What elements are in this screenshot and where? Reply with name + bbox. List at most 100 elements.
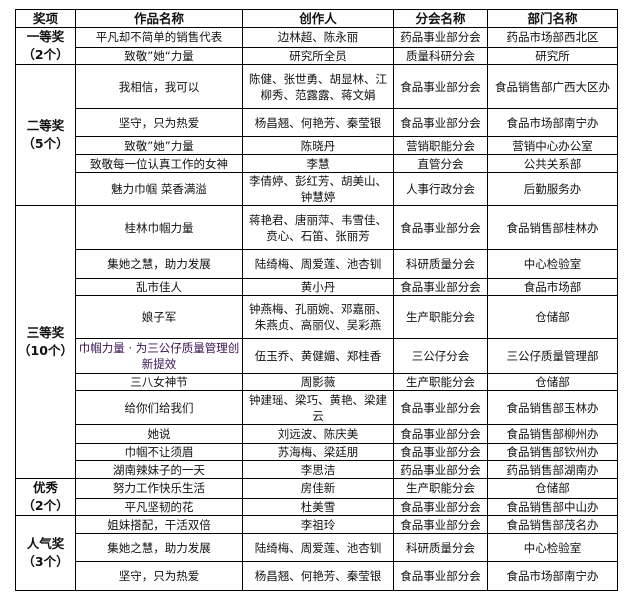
table-row: 致敬”她”力量 陈晓丹 营销职能分会 营销中心办公室 bbox=[16, 136, 618, 155]
work-name-cell: 我相信，我可以 bbox=[75, 64, 243, 109]
table-row: 平凡坚韧的花 杜美雪 食品事业部分会 食品销售部中山办 bbox=[16, 497, 618, 517]
work-name-cell: 集她之慧，助力发展 bbox=[75, 533, 243, 562]
department-cell: 仓储部 bbox=[487, 478, 618, 499]
branch-cell: 直管分会 bbox=[393, 154, 488, 173]
branch-cell: 药品事业部分会 bbox=[393, 460, 488, 479]
branch-cell: 生产职能分会 bbox=[393, 373, 488, 391]
creator-cell: 边林超、陈永丽 bbox=[242, 27, 394, 48]
award-label: 二等奖 bbox=[26, 118, 65, 133]
branch-cell: 食品事业部分会 bbox=[393, 278, 488, 296]
creator-cell: 陈健、张世勇、胡显林、江柳秀、范露露、蒋文娟 bbox=[242, 64, 394, 109]
header-award: 奖项 bbox=[15, 9, 76, 28]
branch-cell: 食品事业部分会 bbox=[393, 64, 488, 109]
award-cell: 三等奖 （10个） bbox=[15, 205, 76, 479]
work-name-cell: 给你们给我们 bbox=[75, 390, 243, 425]
branch-cell: 食品事业部分会 bbox=[393, 205, 488, 250]
creator-cell: 钟建瑶、梁巧、黄艳、梁建云 bbox=[242, 390, 394, 425]
table-row: 坚守，只为热爱 杨昌翘、何艳芳、秦莹银 食品事业部分会 食品市场部南宁办 bbox=[16, 108, 618, 137]
table-row: 给你们给我们 钟建瑶、梁巧、黄艳、梁建云 食品事业部分会 食品销售部玉林办 bbox=[16, 390, 618, 425]
award-count: （10个） bbox=[18, 343, 73, 358]
department-cell: 营销中心办公室 bbox=[487, 136, 618, 155]
department-cell: 食品市场部南宁办 bbox=[487, 561, 618, 591]
department-cell: 食品销售部柳州办 bbox=[487, 424, 618, 444]
department-cell: 食品市场部南宁办 bbox=[487, 108, 618, 137]
work-name-cell: 致敬每一位认真工作的女神 bbox=[75, 154, 243, 173]
work-name-cell: 她说 bbox=[75, 424, 243, 444]
work-name-cell: 致敬”她”力量 bbox=[75, 136, 243, 155]
branch-cell: 食品事业部分会 bbox=[393, 390, 488, 425]
creator-cell: 陆绮梅、周爱莲、池杏钏 bbox=[242, 533, 394, 562]
award-label: 优秀 bbox=[32, 480, 58, 495]
work-name-cell: 平凡却不简单的销售代表 bbox=[75, 27, 243, 48]
branch-cell: 食品事业部分会 bbox=[393, 561, 488, 591]
table-row: 她说 刘远波、陈庆美 食品事业部分会 食品销售部柳州办 bbox=[16, 424, 618, 444]
award-count: （2个） bbox=[22, 498, 69, 513]
creator-cell: 李慧 bbox=[242, 154, 394, 173]
header-work-name: 作品名称 bbox=[75, 9, 243, 28]
header-row: 奖项 作品名称 创作人 分会名称 部门名称 bbox=[15, 9, 618, 28]
work-name-cell: 巾帼不让须眉 bbox=[75, 443, 243, 461]
creator-cell: 杜美雪 bbox=[242, 497, 394, 517]
table-row: 魅力巾帼 菜香满溢 李倩婷、彭红芳、胡美山、钟慧婷 人事行政分会 后勤服务办 bbox=[16, 172, 618, 206]
award-label: 人气奖 bbox=[26, 536, 65, 551]
creator-cell: 伍玉乔、黄健媚、郑桂香 bbox=[242, 338, 394, 374]
creator-cell: 黄小丹 bbox=[242, 278, 394, 296]
creator-cell: 陈晓丹 bbox=[242, 136, 394, 155]
header-creator: 创作人 bbox=[242, 9, 394, 28]
award-cell: 二等奖 （5个） bbox=[15, 64, 76, 206]
department-cell: 中心检验室 bbox=[487, 249, 618, 279]
creator-cell: 周影薇 bbox=[242, 373, 394, 391]
award-count: （2个） bbox=[22, 47, 69, 62]
branch-cell: 食品事业部分会 bbox=[393, 497, 488, 517]
branch-cell: 生产职能分会 bbox=[393, 478, 488, 499]
creator-cell: 刘远波、陈庆美 bbox=[242, 424, 394, 444]
creator-cell: 苏海梅、梁廷朋 bbox=[242, 443, 394, 461]
creator-cell: 研究所全员 bbox=[242, 46, 394, 66]
creator-cell: 李祖玲 bbox=[242, 515, 394, 534]
creator-cell: 杨昌翘、何艳芳、秦莹银 bbox=[242, 108, 394, 137]
department-cell: 食品市场部 bbox=[487, 278, 618, 296]
award-table: 奖项 作品名称 创作人 分会名称 部门名称 一等奖 （2个） 平凡却不简单的销售代表… bbox=[15, 9, 618, 591]
table-row: 三八女神节 周影薇 生产职能分会 仓储部 bbox=[16, 373, 618, 391]
department-cell: 食品销售部桂林办 bbox=[487, 205, 618, 250]
department-cell: 药品销售部湖南办 bbox=[487, 460, 618, 479]
branch-cell: 食品事业部分会 bbox=[393, 108, 488, 137]
work-name-cell: 巾帼力量 · 为三公仔质量管理创新提效 bbox=[75, 338, 243, 374]
branch-cell: 营销职能分会 bbox=[393, 136, 488, 155]
branch-cell: 人事行政分会 bbox=[393, 172, 488, 206]
table-row: 优秀 （2个） 努力工作快乐生活 房佳新 生产职能分会 仓储部 bbox=[15, 478, 618, 516]
branch-cell: 科研质量分会 bbox=[393, 249, 488, 279]
work-name-cell: 湖南辣妹子的一天 bbox=[75, 460, 243, 479]
department-cell: 中心检验室 bbox=[487, 533, 618, 562]
department-cell: 食品销售部茂名办 bbox=[487, 515, 618, 534]
table-row: 娘子军 钟燕梅、孔丽婉、邓嘉丽、朱燕贞、高丽仪、吴彩燕 生产职能分会 仓储部 bbox=[16, 295, 618, 339]
work-name-cell: 桂林巾帼力量 bbox=[75, 205, 243, 250]
award-label: 一等奖 bbox=[26, 29, 65, 44]
branch-cell: 药品事业部分会 bbox=[393, 27, 488, 48]
creator-cell: 蒋艳君、唐丽萍、韦雪佳、贲心、石笛、张丽芳 bbox=[242, 205, 394, 250]
table-row: 湖南辣妹子的一天 李思洁 药品事业部分会 药品销售部湖南办 bbox=[16, 460, 618, 479]
work-name-cell: 姐妹搭配，干活双倍 bbox=[75, 515, 243, 534]
department-cell: 药品市场部西北区 bbox=[487, 27, 618, 48]
work-name-cell: 集她之慧，助力发展 bbox=[75, 249, 243, 279]
department-cell: 公共关系部 bbox=[487, 154, 618, 173]
work-name-cell: 平凡坚韧的花 bbox=[75, 497, 243, 517]
table-row: 人气奖 （3个） 姐妹搭配，干活双倍 李祖玲 食品事业部分会 食品销售部茂名办 bbox=[15, 515, 618, 591]
work-name-cell: 魅力巾帼 菜香满溢 bbox=[75, 172, 243, 206]
creator-cell: 房佳新 bbox=[242, 478, 394, 499]
table-row: 致敬”她“力量 研究所全员 质量科研分会 研究所 bbox=[16, 46, 618, 66]
branch-cell: 三公仔分会 bbox=[393, 338, 488, 374]
table-row: 乱市佳人 黄小丹 食品事业部分会 食品市场部 bbox=[16, 278, 618, 296]
department-cell: 研究所 bbox=[487, 46, 618, 66]
table-row: 二等奖 （5个） 我相信，我可以 陈健、张世勇、胡显林、江柳秀、范露露、蒋文娟 食品事业… bbox=[15, 64, 618, 206]
branch-cell: 食品事业部分会 bbox=[393, 443, 488, 461]
department-cell: 后勤服务办 bbox=[487, 172, 618, 206]
department-cell: 三公仔质量管理部 bbox=[487, 338, 618, 374]
creator-cell: 李倩婷、彭红芳、胡美山、钟慧婷 bbox=[242, 172, 394, 206]
award-cell: 一等奖 （2个） bbox=[15, 27, 76, 65]
creator-cell: 李思洁 bbox=[242, 460, 394, 479]
work-name-cell: 三八女神节 bbox=[75, 373, 243, 391]
department-cell: 仓储部 bbox=[487, 295, 618, 339]
branch-cell: 食品事业部分会 bbox=[393, 424, 488, 444]
award-count: （5个） bbox=[22, 136, 69, 151]
